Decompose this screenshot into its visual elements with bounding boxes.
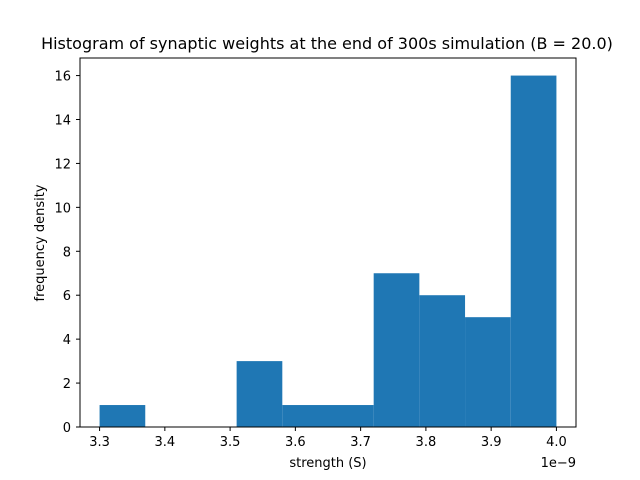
histogram-bar-3 [236,361,283,427]
histogram-bar-6 [373,273,420,427]
x-tick-label: 3.7 [350,435,371,450]
chart-title: Histogram of synaptic weights at the end… [41,34,613,53]
histogram-bar-4 [282,405,328,427]
x-tick-label: 3.4 [154,435,175,450]
x-tick-label: 3.9 [481,435,502,450]
x-tick-label: 3.5 [220,435,241,450]
plot-frame [79,57,577,428]
y-tick-label: 12 [54,157,71,172]
y-axis-label: frequency density [33,184,48,301]
y-tick-label: 16 [54,70,71,85]
y-tick-label: 8 [63,245,71,260]
histogram-bar-8 [465,317,511,427]
histogram-bar-7 [419,295,466,427]
x-axis-offset-label: 1e−9 [541,456,576,471]
x-axis-ticks: 3.3 3.4 3.5 3.6 3.7 3.8 3.9 4.0 [89,427,567,450]
histogram-bar-0 [99,405,146,427]
y-tick-label: 10 [54,201,71,216]
x-tick-label: 3.6 [285,435,306,450]
y-tick-label: 6 [63,289,71,304]
histogram-bars [99,75,557,427]
histogram-bar-5 [328,405,374,427]
y-tick-label: 4 [63,333,71,348]
y-tick-label: 14 [54,114,71,129]
x-tick-label: 4.0 [546,435,567,450]
y-tick-label: 0 [63,421,71,436]
x-axis-label: strength (S) [289,456,366,471]
y-axis-ticks: 0 2 4 6 8 10 12 14 16 [54,70,80,436]
y-tick-label: 2 [63,377,71,392]
x-tick-label: 3.8 [416,435,437,450]
histogram-bar-9 [510,75,557,427]
x-tick-label: 3.3 [89,435,110,450]
